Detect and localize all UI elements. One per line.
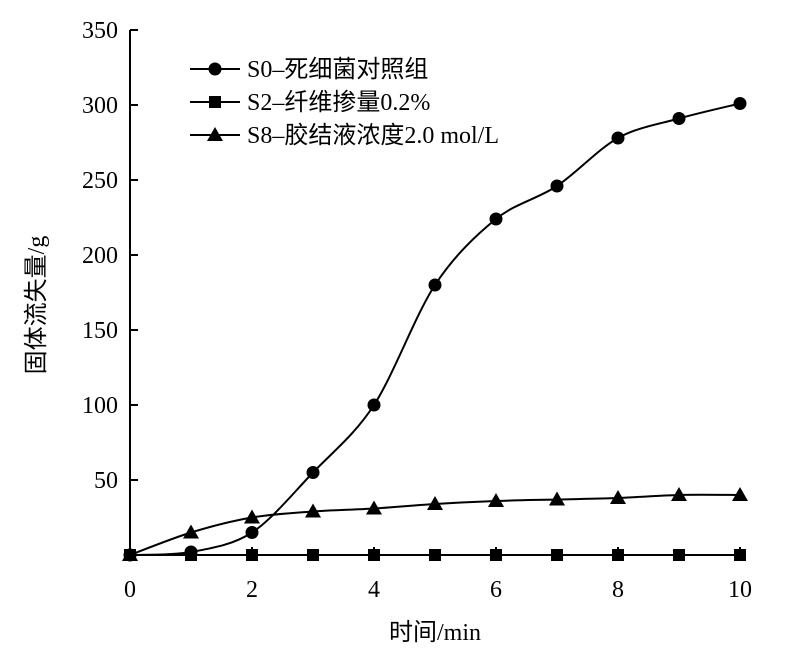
y-tick-label: 50 — [94, 468, 118, 494]
legend: S0–死细菌对照组 S2–纤维掺量0.2% S8–胶结液浓度2.0 mol/L — [190, 56, 499, 149]
legend-label: S2–纤维掺量0.2% — [247, 89, 430, 116]
square-marker — [734, 549, 746, 561]
square-marker — [307, 549, 319, 561]
triangle-marker — [488, 493, 504, 507]
circle-marker — [550, 179, 564, 193]
y-tick-label: 200 — [82, 243, 118, 269]
x-tick-label: 4 — [368, 577, 380, 603]
square-marker — [612, 549, 624, 561]
triangle-marker — [305, 503, 321, 518]
y-tick-label: 100 — [82, 393, 118, 419]
square-marker — [551, 549, 563, 561]
legend-marker — [208, 62, 222, 76]
y-tick-label: 150 — [82, 318, 118, 344]
square-marker — [673, 549, 685, 561]
y-tick-label: 250 — [82, 168, 118, 194]
triangle-marker — [366, 500, 382, 515]
legend-label: S8–胶结液浓度2.0 mol/L — [247, 122, 499, 149]
y-axis-label: 固体流失量/g — [23, 236, 50, 375]
x-tick-label: 2 — [246, 577, 258, 603]
triangle-marker — [549, 491, 565, 506]
triangle-marker — [732, 487, 748, 501]
triangle-marker — [183, 524, 199, 539]
triangle-marker — [610, 490, 626, 504]
x-ticks: 0 2 4 6 8 10 — [124, 547, 752, 603]
circle-marker — [672, 112, 686, 125]
circle-marker — [245, 526, 259, 539]
series-group — [122, 97, 748, 562]
y-tick-label: 300 — [82, 93, 118, 119]
triangle-marker — [671, 487, 687, 501]
circle-marker — [306, 466, 320, 479]
square-marker — [246, 549, 258, 561]
circle-marker — [428, 278, 442, 292]
y-ticks: 50 100 150 200 250 300 350 — [82, 18, 138, 494]
circle-marker — [367, 398, 381, 412]
x-axis-label: 时间/min — [389, 619, 481, 646]
square-marker — [185, 549, 197, 561]
legend-marker — [209, 96, 221, 108]
square-marker — [368, 549, 380, 561]
series-circle — [123, 97, 747, 562]
axes — [129, 30, 740, 556]
circle-marker — [733, 97, 747, 110]
series-triangle — [122, 487, 748, 561]
x-tick-label: 6 — [490, 577, 502, 603]
triangle-marker — [122, 547, 138, 561]
triangle-marker — [427, 496, 443, 510]
y-tick-label: 350 — [82, 18, 118, 44]
triangle-marker — [244, 509, 260, 524]
square-marker — [490, 549, 502, 561]
legend-label: S0–死细菌对照组 — [247, 56, 428, 83]
square-marker — [429, 549, 441, 561]
series-square — [124, 549, 746, 561]
x-tick-label: 0 — [124, 577, 136, 603]
x-tick-label: 8 — [612, 577, 624, 603]
legend-marker — [207, 127, 223, 141]
circle-marker — [489, 212, 503, 226]
series-line — [129, 102, 741, 556]
circle-marker — [611, 131, 625, 145]
x-tick-label: 10 — [728, 577, 752, 603]
